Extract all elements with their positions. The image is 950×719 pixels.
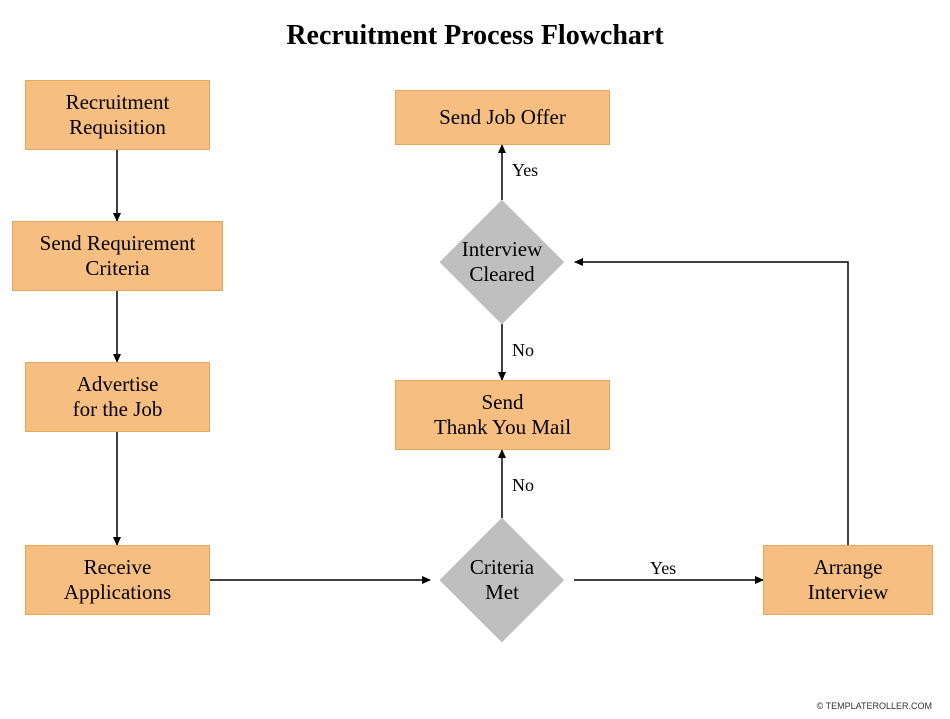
flowchart-node-n3: Advertisefor the Job	[25, 362, 210, 432]
flowchart-node-n9: ArrangeInterview	[763, 545, 933, 615]
flowchart-node-n7: SendThank You Mail	[395, 380, 610, 450]
flowchart-node-n1: RecruitmentRequisition	[25, 80, 210, 150]
flowchart-node-n2: Send RequirementCriteria	[12, 221, 223, 291]
flowchart-node-n5: Send Job Offer	[395, 90, 610, 145]
flowchart-edge-5	[575, 262, 848, 545]
edge-label-8: No	[512, 475, 534, 496]
flowchart-node-n4: ReceiveApplications	[25, 545, 210, 615]
chart-title: Recruitment Process Flowchart	[0, 20, 950, 52]
flowchart-node-n8: CriteriaMet	[440, 518, 564, 642]
edge-label-6: Yes	[512, 160, 538, 181]
edge-label-4: Yes	[650, 558, 676, 579]
footer-credit: © TEMPLATEROLLER.COM	[817, 701, 932, 711]
edge-label-7: No	[512, 340, 534, 361]
flowchart-node-n6: InterviewCleared	[440, 200, 564, 324]
